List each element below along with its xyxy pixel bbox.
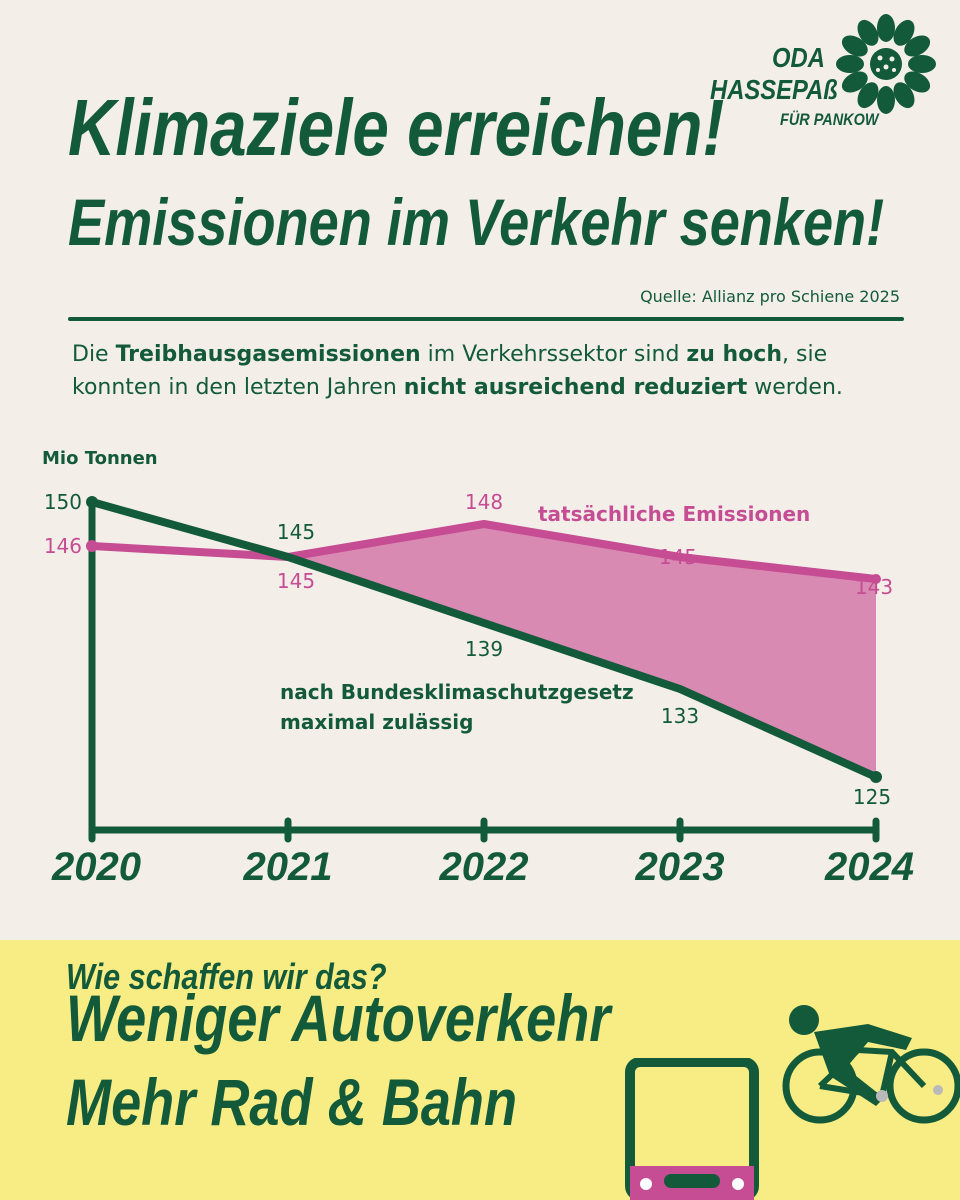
series-annotation-limit: nach Bundesklimaschutzgesetz (280, 680, 634, 704)
tram-icon (625, 1058, 759, 1200)
series-point-limit (870, 771, 882, 783)
lead-paragraph: Die Treibhausgasemissionen im Verkehrsse… (72, 338, 922, 404)
data-label-limit: 139 (465, 637, 503, 661)
x-tick-label: 2020 (51, 845, 141, 889)
logo-tagline: FÜR PANKOW (780, 110, 879, 129)
data-label-actual: 143 (855, 575, 893, 599)
logo: ODA HASSEPAß FÜR PANKOW (708, 14, 948, 134)
emissions-chart: 2020 2021 2022 2023 2024 Mio Tonnen 150 146 145 1… (42, 448, 914, 889)
source-note: Quelle: Allianz pro Schiene 2025 (640, 287, 900, 306)
divider (68, 317, 904, 321)
series-annotation-actual: tatsächliche Emissionen (538, 502, 810, 526)
data-label-actual: 145 (277, 569, 315, 593)
x-tick-label: 2021 (243, 845, 333, 889)
lead-text-3: , sie konnten in den letzten Jahren (72, 342, 828, 400)
call-to-action-panel: Wie schaffen wir das? Weniger Autoverkeh… (0, 940, 960, 1200)
series-point-actual (86, 540, 98, 552)
logo-name-last: HASSEPAß (710, 74, 838, 105)
cta-question: Wie schaffen wir das? (66, 956, 387, 997)
lead-emphasis-2: zu hoch (686, 342, 783, 367)
data-label-actual: 146 (44, 534, 82, 558)
lead-text-2: im Verkehrssektor sind (420, 342, 687, 367)
series-point-limit (86, 496, 98, 508)
data-label-limit: 145 (277, 520, 315, 544)
x-tick-label: 2024 (824, 845, 914, 889)
data-label-limit: 150 (44, 490, 82, 514)
series-line-limit (88, 498, 880, 781)
series-line-actual (88, 520, 880, 583)
headline-secondary: Emissionen im Verkehr senken! (68, 185, 885, 259)
series-point-actual (871, 574, 881, 584)
sunflower-icon (836, 14, 936, 114)
y-axis-label: Mio Tonnen (42, 448, 158, 469)
x-tick-label: 2023 (635, 845, 725, 889)
data-label-actual: 145 (659, 545, 697, 569)
data-label-actual: 148 (465, 490, 503, 514)
lead-emphasis-1: Treibhausgasemissionen (115, 342, 421, 367)
series-annotation-limit: maximal zulässig (280, 710, 473, 734)
logo-name-first: ODA (772, 42, 825, 73)
gap-area (288, 524, 876, 777)
cta-line-2: Mehr Rad & Bahn (66, 1065, 518, 1139)
cyclist-icon (782, 1005, 960, 1124)
lead-text-4: werden. (747, 375, 843, 400)
data-label-limit: 125 (853, 785, 891, 809)
lead-emphasis-3: nicht ausreichend reduziert (403, 375, 748, 400)
x-tick-label: 2022 (439, 845, 529, 889)
headline-primary: Klimaziele erreichen! (68, 83, 725, 172)
cta-line-1: Weniger Autoverkehr (66, 981, 611, 1055)
lead-text-1: Die (72, 342, 116, 367)
data-label-limit: 133 (661, 704, 699, 728)
